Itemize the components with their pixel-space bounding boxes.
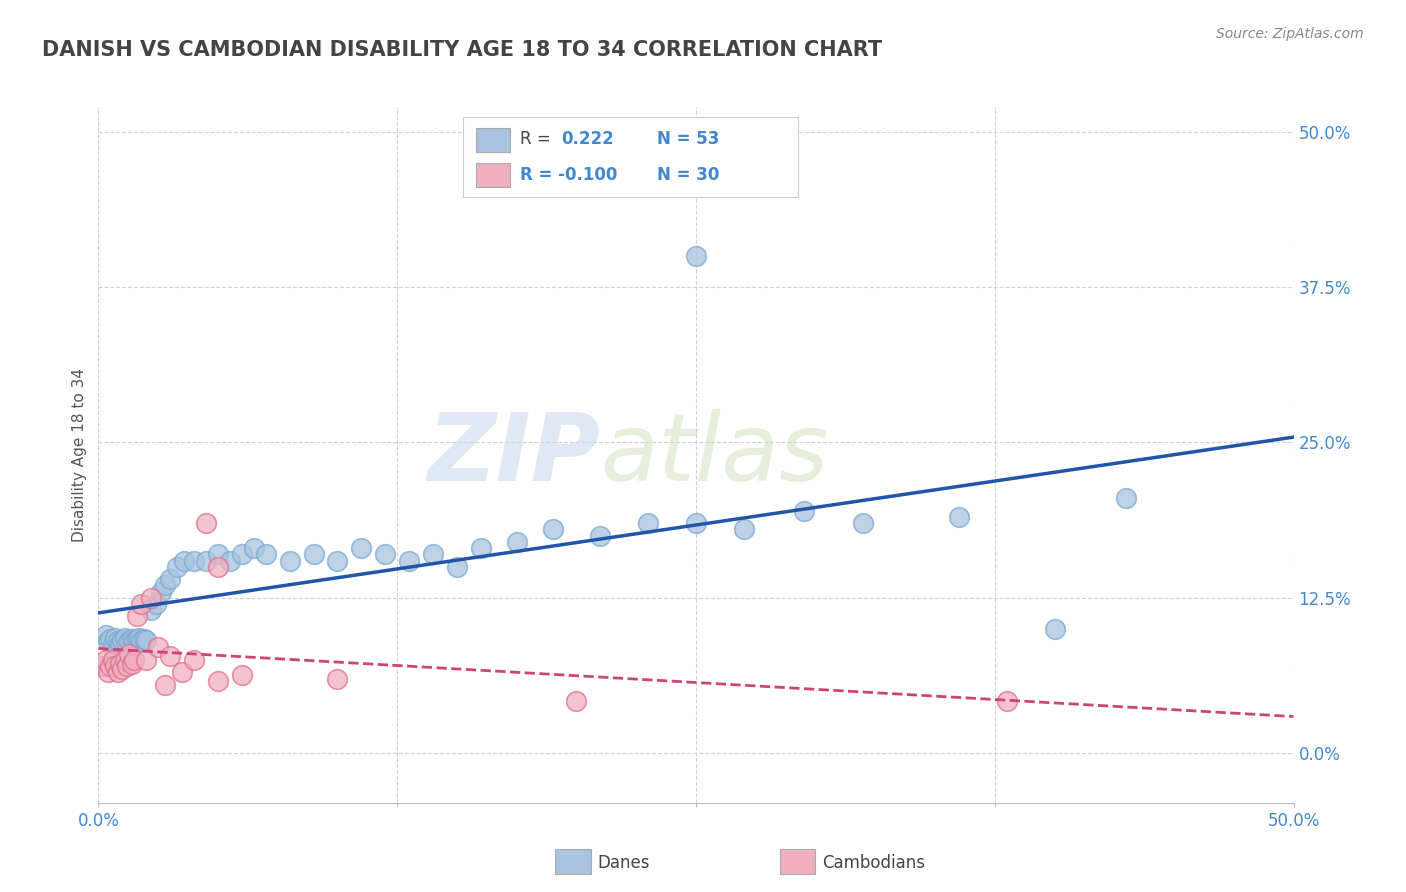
Point	[565, 694, 588, 708]
Point	[121, 632, 143, 646]
Point	[121, 657, 143, 671]
Point	[793, 504, 815, 518]
Point	[149, 584, 172, 599]
Point	[128, 631, 150, 645]
Point	[132, 632, 155, 646]
Point	[243, 541, 266, 555]
Point	[326, 553, 349, 567]
Point	[114, 631, 136, 645]
Point	[145, 597, 167, 611]
Point	[155, 678, 177, 692]
Point	[118, 647, 141, 661]
Point	[98, 659, 122, 673]
Point	[1043, 622, 1066, 636]
Point	[125, 632, 148, 646]
Point	[159, 572, 181, 586]
Point	[159, 649, 181, 664]
Point	[589, 529, 612, 543]
Point	[685, 249, 707, 263]
Point	[302, 547, 325, 561]
Point	[135, 633, 157, 648]
Point	[995, 694, 1018, 708]
Point	[94, 628, 117, 642]
Point	[207, 674, 229, 689]
Point	[506, 534, 529, 549]
Point	[104, 659, 127, 673]
Point	[101, 653, 124, 667]
Point	[172, 665, 194, 680]
Point	[107, 634, 129, 648]
Point	[166, 559, 188, 574]
Point	[91, 659, 114, 673]
Point	[685, 516, 707, 531]
Point	[131, 597, 153, 611]
Point	[422, 547, 444, 561]
Point	[733, 523, 755, 537]
Point	[852, 516, 875, 531]
Text: ZIP: ZIP	[427, 409, 600, 501]
Point	[107, 665, 129, 680]
Point	[155, 578, 177, 592]
Point	[139, 591, 162, 605]
Point	[111, 662, 134, 676]
Point	[446, 559, 468, 574]
Point	[207, 559, 229, 574]
Point	[637, 516, 659, 531]
Point	[131, 634, 153, 648]
Point	[254, 547, 277, 561]
Point	[108, 637, 131, 651]
Point	[98, 632, 122, 646]
Point	[114, 653, 136, 667]
Point	[124, 634, 146, 648]
Point	[207, 547, 229, 561]
Point	[139, 603, 162, 617]
Point	[231, 547, 253, 561]
Point	[97, 665, 120, 680]
Point	[231, 668, 253, 682]
Point	[115, 659, 138, 673]
Point	[94, 653, 117, 667]
Point	[1115, 491, 1137, 506]
Point	[183, 553, 205, 567]
Point	[104, 631, 127, 645]
Point	[111, 633, 134, 648]
Point	[541, 523, 564, 537]
Point	[115, 637, 138, 651]
Point	[326, 672, 349, 686]
Text: Source: ZipAtlas.com: Source: ZipAtlas.com	[1216, 27, 1364, 41]
Point	[374, 547, 396, 561]
Point	[183, 653, 205, 667]
Point	[278, 553, 301, 567]
Point	[219, 553, 242, 567]
Point	[470, 541, 492, 555]
Point	[97, 634, 120, 648]
Point	[350, 541, 373, 555]
Point	[135, 653, 157, 667]
Text: Cambodians: Cambodians	[823, 854, 925, 871]
Point	[948, 510, 970, 524]
Point	[125, 609, 148, 624]
Text: atlas: atlas	[600, 409, 828, 500]
Point	[173, 553, 195, 567]
Point	[398, 553, 420, 567]
Y-axis label: Disability Age 18 to 34: Disability Age 18 to 34	[72, 368, 87, 542]
Point	[108, 657, 131, 671]
Point	[118, 634, 141, 648]
Point	[195, 516, 218, 531]
Point	[101, 637, 124, 651]
Point	[195, 553, 218, 567]
Point	[124, 653, 146, 667]
Point	[148, 640, 170, 655]
Text: DANISH VS CAMBODIAN DISABILITY AGE 18 TO 34 CORRELATION CHART: DANISH VS CAMBODIAN DISABILITY AGE 18 TO…	[42, 40, 883, 60]
Text: Danes: Danes	[598, 854, 650, 871]
